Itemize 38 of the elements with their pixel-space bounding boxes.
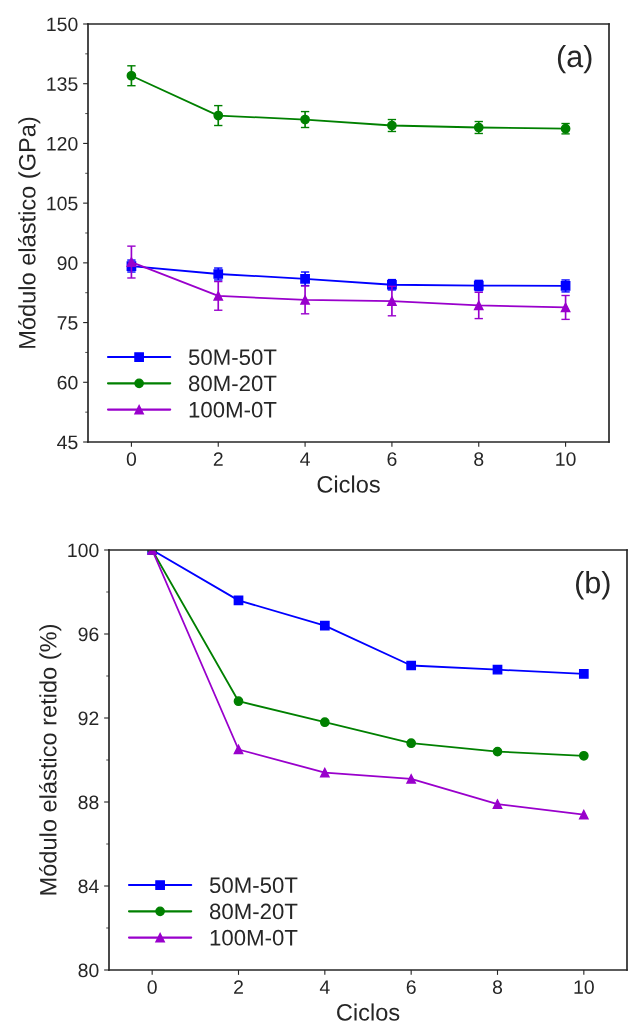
y-tick-label: 80 bbox=[78, 963, 99, 978]
x-axis-title: Ciclos bbox=[317, 475, 380, 493]
y-tick-label: 150 bbox=[47, 17, 78, 32]
x-tick-label: 8 bbox=[492, 980, 503, 994]
y-tick-label: 88 bbox=[78, 795, 99, 810]
x-tick-label: 0 bbox=[126, 452, 137, 466]
y-tick-label: 92 bbox=[78, 711, 99, 726]
legend-label: 100M-0T bbox=[210, 929, 298, 946]
y-axis-title: Módulo elástico (GPa) bbox=[18, 117, 41, 348]
x-tick-label: 6 bbox=[387, 452, 397, 466]
legend-label: 100M-0T bbox=[189, 401, 277, 418]
x-tick-label: 2 bbox=[234, 980, 243, 994]
y-tick-label: 96 bbox=[78, 627, 99, 642]
annotation: (a) bbox=[557, 44, 592, 74]
x-tick-label: 4 bbox=[319, 980, 330, 994]
y-tick-label: 135 bbox=[47, 77, 78, 91]
legend-label: 50M-50T bbox=[209, 877, 298, 894]
x-tick-label: 0 bbox=[147, 980, 157, 994]
x-tick-label: 10 bbox=[556, 452, 576, 466]
y-tick-label: 75 bbox=[57, 316, 78, 330]
y-tick-label: 90 bbox=[57, 256, 78, 271]
x-tick-label: 10 bbox=[574, 980, 594, 994]
y-tick-label: 60 bbox=[57, 375, 78, 390]
x-axis-title: Ciclos bbox=[337, 1003, 400, 1021]
legend-label: 50M-50T bbox=[188, 349, 277, 366]
x-tick-label: 8 bbox=[474, 452, 484, 466]
y-tick-label: 105 bbox=[47, 196, 78, 211]
y-tick-label: 45 bbox=[57, 435, 78, 450]
legend-label: 80M-20T bbox=[188, 375, 277, 392]
x-tick-label: 4 bbox=[300, 452, 310, 466]
y-tick-label: 84 bbox=[78, 879, 99, 894]
y-tick-label: 120 bbox=[47, 136, 78, 151]
x-tick-label: 2 bbox=[213, 452, 223, 466]
y-axis-title: Módulo elástico retido (%) bbox=[39, 624, 62, 895]
x-tick-label: 6 bbox=[406, 980, 416, 994]
legend-label: 80M-20T bbox=[209, 903, 298, 920]
y-tick-label: 100 bbox=[68, 543, 99, 558]
annotation: (b) bbox=[576, 571, 610, 600]
